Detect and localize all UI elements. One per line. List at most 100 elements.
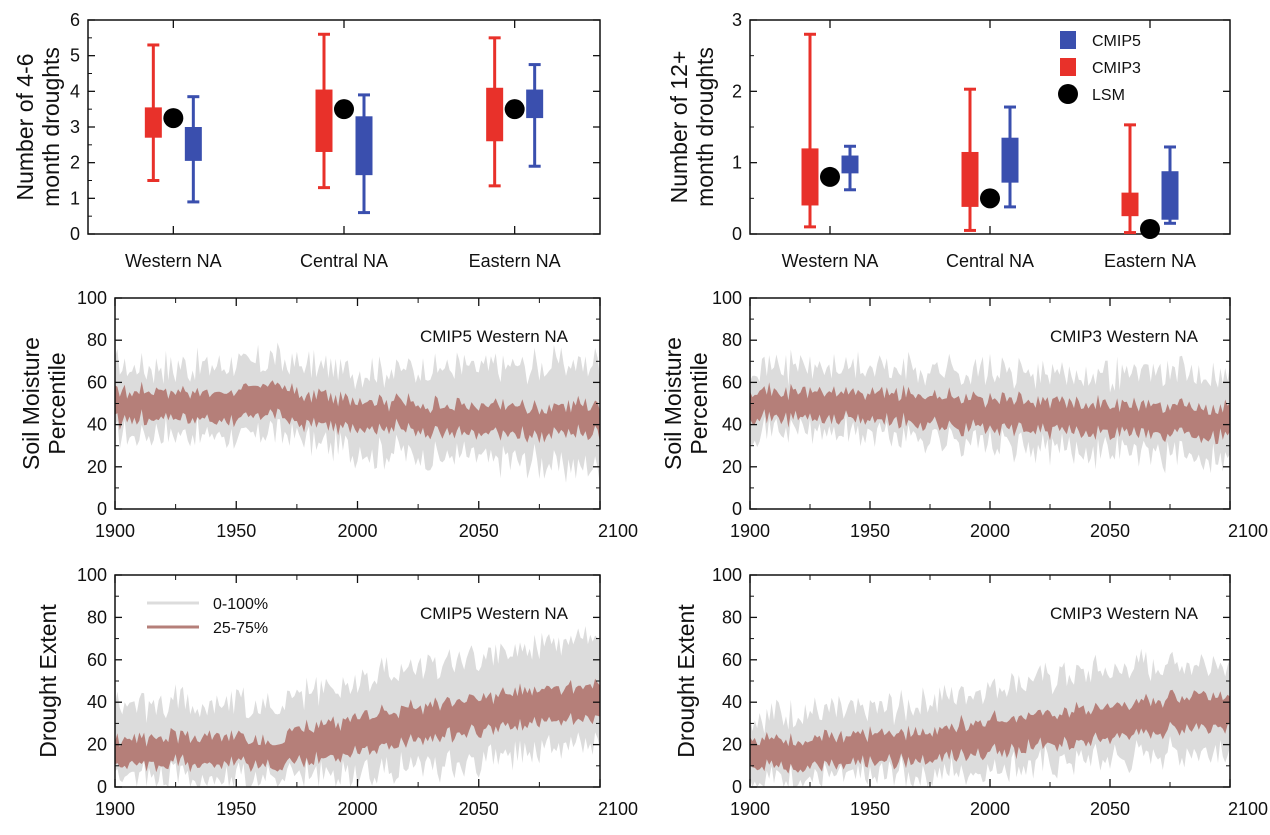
p5-legend-label: 0-100% — [213, 596, 268, 613]
p3-ytick-label: 100 — [77, 288, 107, 308]
p2-legend-marker-cmip5 — [1060, 31, 1076, 49]
p2-cmip5-box — [841, 155, 859, 174]
p2-legend-label: LSM — [1092, 87, 1125, 104]
p1-cmip5-box — [526, 89, 544, 119]
p3-ytick-label: 80 — [87, 330, 107, 350]
p6-ylabel-line: Drought Extent — [673, 604, 699, 758]
p1-ylabel-line: Number of 4-6 — [12, 53, 38, 200]
p1-frame — [87, 19, 601, 235]
p6-ytick-label: 20 — [722, 735, 742, 755]
p5-ytick-label: 60 — [87, 650, 107, 670]
p5-ytick-label: 40 — [87, 692, 107, 712]
p2-legend-label: CMIP5 — [1092, 33, 1141, 50]
p2-legend-marker-cmip3 — [1060, 58, 1076, 76]
p2-ylabel-line: month droughts — [692, 47, 718, 207]
p6-ylabel: Drought Extent — [673, 604, 699, 758]
p1-ytick-label: 0 — [70, 224, 80, 244]
p5-xtick-label: 1900 — [95, 799, 135, 819]
p2-cmip3-box — [961, 151, 979, 207]
p3-annotation: CMIP5 Western NA — [420, 327, 569, 346]
p6-xtick-label: 1950 — [850, 799, 890, 819]
p1-ytick-label: 6 — [70, 10, 80, 30]
p1-category-label: Eastern NA — [469, 251, 561, 271]
p6-band-inner — [750, 689, 1230, 774]
p6-ytick-label: 40 — [722, 692, 742, 712]
p3-ylabel-line: Percentile — [44, 352, 70, 454]
p5-ytick-label: 80 — [87, 607, 107, 627]
p1-category-label: Central NA — [300, 251, 388, 271]
p5-xtick-label: 2000 — [337, 799, 377, 819]
p1-ytick-label: 3 — [70, 117, 80, 137]
p5-ylabel: Drought Extent — [35, 604, 61, 758]
p2-ytick-label: 2 — [732, 81, 742, 101]
p1-lsm-point — [334, 99, 354, 120]
p6-xtick-label: 2100 — [1228, 799, 1268, 819]
p6-ytick-label: 60 — [722, 650, 742, 670]
p3-ytick-label: 60 — [87, 372, 107, 392]
p2-ytick-label: 3 — [732, 10, 742, 30]
p5-legend-label: 25-75% — [213, 620, 268, 637]
p4-band-inner — [750, 382, 1230, 445]
p4-annotation: CMIP3 Western NA — [1050, 327, 1199, 346]
p1-cmip5-box — [184, 127, 202, 161]
p6-ytick-label: 0 — [732, 777, 742, 797]
p5-ytick-label: 100 — [77, 565, 107, 585]
p6-ytick-label: 80 — [722, 607, 742, 627]
p4-ytick-label: 0 — [732, 499, 742, 519]
p2-cmip3-box — [1121, 192, 1139, 217]
p3-ylabel-line: Soil Moisture — [18, 337, 44, 470]
p4-ylabel: Soil Moisture Percentile — [660, 337, 712, 470]
p1-cmip3-box — [315, 89, 333, 152]
p1-ylabel-line: month droughts — [38, 47, 64, 207]
p5-xtick-label: 2050 — [459, 799, 499, 819]
p6-ytick-label: 100 — [712, 565, 742, 585]
p3-ytick-label: 0 — [97, 499, 107, 519]
p2-lsm-point — [980, 188, 1000, 209]
p5-xtick-label: 1950 — [216, 799, 256, 819]
p4-xtick-label: 2100 — [1228, 521, 1268, 541]
p6-xtick-label: 1900 — [730, 799, 770, 819]
p3-xtick-label: 2050 — [459, 521, 499, 541]
p4-panel: 0 20 40 60 80 100 1900 1950 2000 2050 2100 CMIP3 We… — [660, 288, 1268, 541]
p2-panel: 0 1 2 3 Western NA Central NA Eastern NA Number… — [666, 10, 1231, 271]
p2-ytick-label: 1 — [732, 153, 742, 173]
p4-ytick-label: 80 — [722, 330, 742, 350]
p5-panel: 0 20 40 60 80 100 1900 1950 2000 2050 2100 CMIP5 We… — [35, 565, 638, 819]
p4-xtick-label: 1900 — [730, 521, 770, 541]
p1-panel: 0 1 2 3 4 5 6 Western NA Central NA Eastern NA Num… — [12, 10, 601, 271]
p3-ytick-label: 20 — [87, 457, 107, 477]
p2-cmip3-box — [801, 148, 819, 206]
p4-ytick-label: 60 — [722, 372, 742, 392]
p3-panel: 0 20 40 60 80 100 1900 1950 2000 2050 2100 CMIP5 We… — [18, 288, 638, 541]
p4-ytick-label: 40 — [722, 415, 742, 435]
p2-legend-label: CMIP3 — [1092, 60, 1141, 77]
p1-category-label: Western NA — [125, 251, 222, 271]
p4-xtick-label: 2050 — [1090, 521, 1130, 541]
p4-xtick-label: 1950 — [850, 521, 890, 541]
p1-ytick-label: 2 — [70, 153, 80, 173]
p1-ytick-label: 5 — [70, 46, 80, 66]
panels: 0 1 2 3 4 5 6 Western NA Central NA Eastern NA Num… — [12, 10, 1268, 819]
p2-cmip5-box — [1161, 171, 1179, 220]
p1-cmip3-box — [144, 107, 162, 138]
p3-ytick-label: 40 — [87, 415, 107, 435]
p6-annotation: CMIP3 Western NA — [1050, 604, 1199, 623]
p2-ylabel: Number of 12+ month droughts — [666, 47, 718, 207]
p4-ylabel-line: Percentile — [686, 352, 712, 454]
p1-cmip3-box — [486, 87, 504, 142]
p1-ylabel: Number of 4-6 month droughts — [12, 47, 64, 207]
p2-lsm-point — [820, 166, 840, 187]
p5-xtick-label: 2100 — [598, 799, 638, 819]
p5-ytick-label: 20 — [87, 735, 107, 755]
p2-category-label: Eastern NA — [1104, 251, 1196, 271]
p3-band-inner — [115, 380, 600, 444]
p2-legend-marker-lsm — [1058, 84, 1078, 104]
p4-ylabel-line: Soil Moisture — [660, 337, 686, 470]
p5-legend: 0-100% 25-75% — [147, 596, 268, 637]
p3-xtick-label: 2000 — [337, 521, 377, 541]
p1-ytick-label: 4 — [70, 81, 80, 101]
p5-ytick-label: 0 — [97, 777, 107, 797]
p6-panel: 0 20 40 60 80 100 1900 1950 2000 2050 2100 CMIP3 We… — [673, 565, 1268, 819]
p1-ytick-label: 1 — [70, 188, 80, 208]
